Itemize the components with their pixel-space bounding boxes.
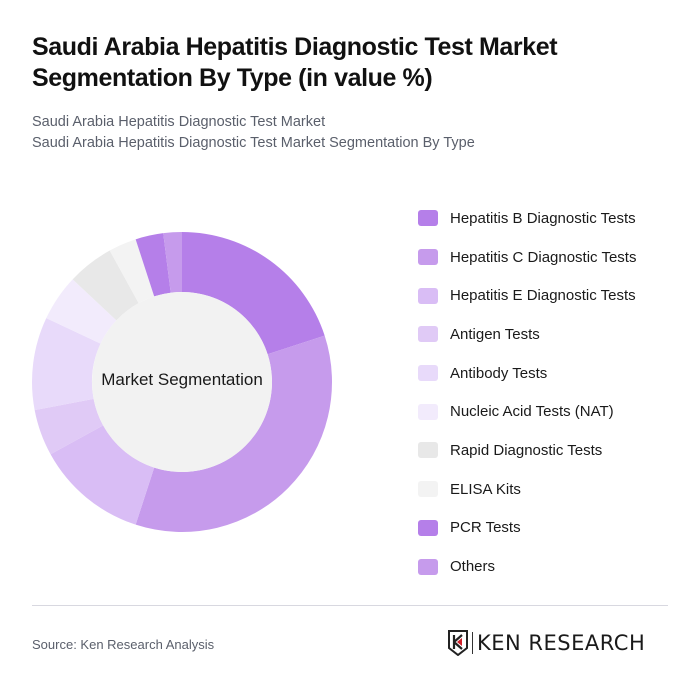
- legend-label: PCR Tests: [450, 519, 521, 537]
- donut-slice: [135, 335, 332, 532]
- ken-research-logo: KEN RESEARCH: [447, 630, 645, 656]
- legend-label: Rapid Diagnostic Tests: [450, 441, 603, 459]
- legend-swatch: [418, 519, 438, 536]
- legend-swatch: [418, 249, 438, 266]
- legend-item: Nucleic Acid Tests (NAT): [418, 392, 636, 431]
- donut-chart: [32, 232, 332, 532]
- footer-divider: [32, 605, 668, 606]
- legend-swatch: [418, 365, 438, 382]
- legend-item: Hepatitis E Diagnostic Tests: [418, 276, 636, 315]
- subtitle-segmentation: Saudi Arabia Hepatitis Diagnostic Test M…: [32, 135, 475, 151]
- legend-item: Rapid Diagnostic Tests: [418, 431, 636, 470]
- legend-item: Hepatitis B Diagnostic Tests: [418, 199, 636, 238]
- donut-hole: [92, 292, 272, 472]
- donut-slice: [72, 250, 139, 321]
- donut-slice: [135, 233, 171, 297]
- legend-swatch: [418, 558, 438, 575]
- legend-item: ELISA Kits: [418, 470, 636, 509]
- legend-label: Antigen Tests: [450, 325, 540, 343]
- donut-slice: [109, 239, 155, 304]
- legend-label: Hepatitis B Diagnostic Tests: [450, 209, 636, 227]
- legend-label: ELISA Kits: [450, 480, 521, 498]
- legend-item: Others: [418, 547, 636, 586]
- donut-slice: [32, 318, 101, 411]
- ken-logo-icon: [448, 630, 468, 656]
- legend-swatch: [418, 403, 438, 420]
- donut-slice: [34, 398, 104, 455]
- legend-item: Hepatitis C Diagnostic Tests: [418, 238, 636, 277]
- legend-item: Antigen Tests: [418, 315, 636, 354]
- legend-label: Hepatitis E Diagnostic Tests: [450, 287, 636, 305]
- legend-label: Hepatitis C Diagnostic Tests: [450, 248, 637, 266]
- legend-swatch: [418, 326, 438, 343]
- donut-slice: [50, 425, 155, 525]
- legend-label: Antibody Tests: [450, 364, 548, 382]
- chart-title: Saudi Arabia Hepatitis Diagnostic Test M…: [32, 33, 558, 92]
- subtitle-market: Saudi Arabia Hepatitis Diagnostic Test M…: [32, 114, 326, 130]
- legend-swatch: [418, 481, 438, 498]
- source-note: Source: Ken Research Analysis: [32, 637, 215, 652]
- legend-label: Nucleic Acid Tests (NAT): [450, 403, 614, 421]
- legend-label: Others: [450, 558, 496, 576]
- chart-legend: Hepatitis B Diagnostic Tests Hepatitis C …: [418, 199, 636, 586]
- logo-text: KEN RESEARCH: [477, 631, 646, 655]
- legend-swatch: [418, 210, 438, 227]
- legend-swatch: [418, 287, 438, 304]
- donut-slice: [163, 232, 182, 293]
- donut-slice: [46, 279, 117, 344]
- legend-item: PCR Tests: [418, 509, 636, 548]
- legend-swatch: [418, 442, 438, 459]
- donut-center-label: Market Segmentation: [101, 370, 263, 389]
- legend-item: Antibody Tests: [418, 354, 636, 393]
- donut-slice: [182, 232, 325, 355]
